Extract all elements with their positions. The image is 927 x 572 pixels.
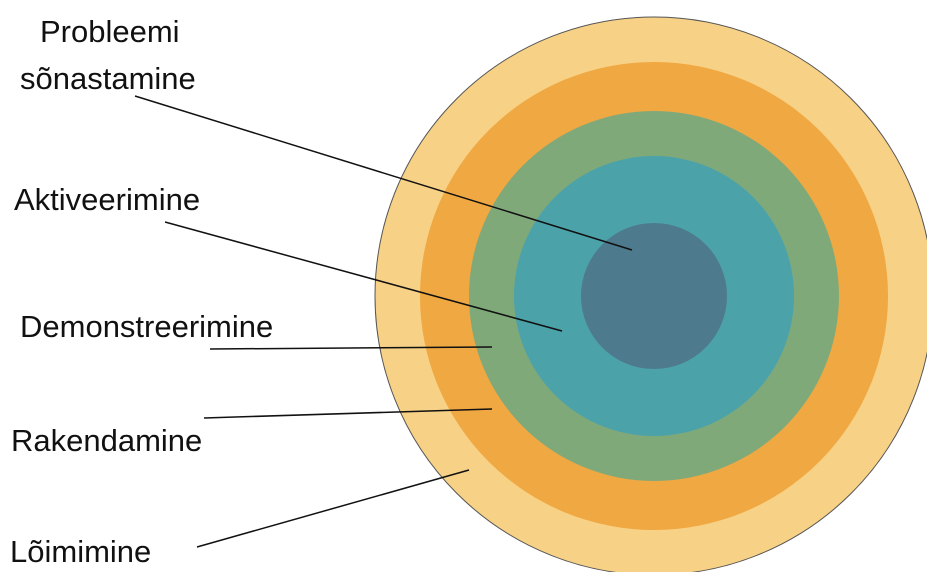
leader-line-problem	[134, 95, 633, 251]
leader-line-demonstration	[209, 346, 493, 350]
label-problem-line1: Probleemi	[40, 14, 180, 49]
label-activation: Aktiveerimine	[14, 182, 201, 217]
core-circle	[581, 223, 727, 369]
label-application: Rakendamine	[11, 423, 203, 458]
leader-line-integration	[196, 469, 470, 548]
leader-line-application	[203, 408, 493, 419]
label-integration: Lõimimine	[10, 534, 152, 569]
leader-line-activation	[164, 221, 563, 332]
label-problem-line2: sõnastamine	[20, 61, 196, 96]
label-demonstration: Demonstreerimine	[20, 309, 274, 344]
